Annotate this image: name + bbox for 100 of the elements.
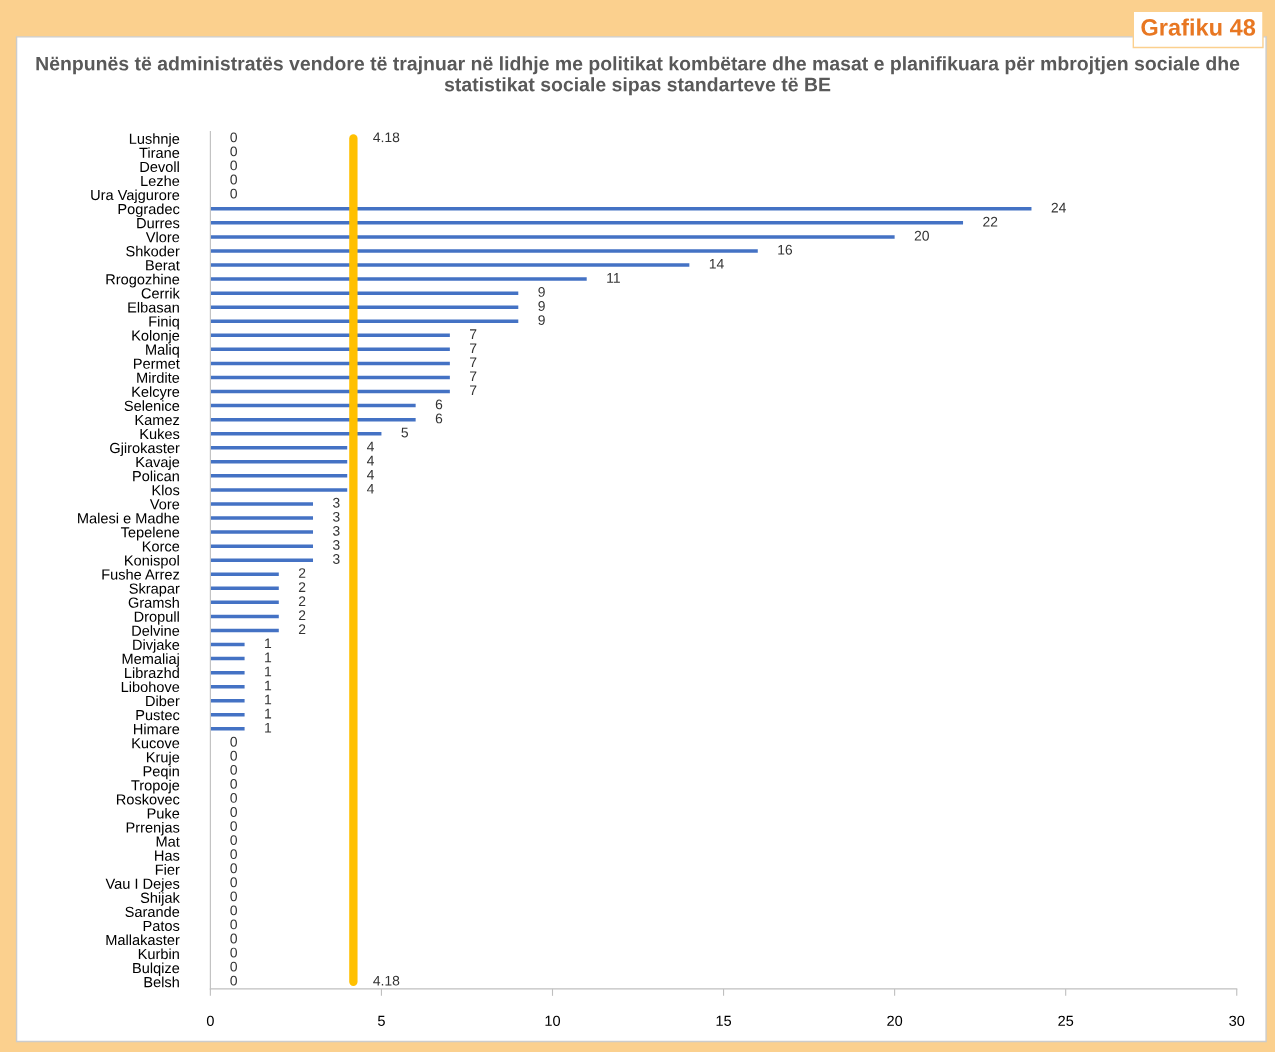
data-label: 4 bbox=[366, 469, 374, 480]
bar bbox=[210, 277, 587, 281]
data-label: 0 bbox=[230, 750, 237, 761]
data-label: 0 bbox=[230, 961, 237, 972]
data-label: 3 bbox=[332, 554, 340, 564]
y-tick-label: Kruje bbox=[146, 751, 180, 766]
y-tick-label: Maliq bbox=[146, 344, 179, 358]
data-label: 0 bbox=[230, 132, 237, 143]
y-tick-label: Diber bbox=[146, 695, 180, 707]
y-tick-label: Memaliaj bbox=[122, 653, 179, 667]
bar bbox=[210, 572, 279, 576]
bar bbox=[210, 516, 314, 520]
data-label: 0 bbox=[230, 736, 237, 747]
bar bbox=[210, 249, 758, 253]
y-tick-label: Lezhe bbox=[141, 175, 180, 187]
data-label: 0 bbox=[230, 807, 237, 817]
y-tick-label: Tepelene bbox=[120, 526, 180, 541]
bar bbox=[210, 445, 348, 450]
text: Grafiku 48 bbox=[1141, 18, 1256, 36]
y-tick-label: Mirdite bbox=[137, 372, 180, 383]
y-tick-label: Shijak bbox=[140, 892, 180, 906]
y-tick-label: Selenice bbox=[124, 400, 180, 412]
bar bbox=[210, 460, 348, 464]
data-label: 11 bbox=[607, 273, 620, 283]
y-tick-label: Permet bbox=[134, 358, 180, 369]
y-tick-label: Mat bbox=[156, 836, 180, 847]
y-tick-label: Librazhd bbox=[125, 667, 179, 679]
x-tick-label: 30 bbox=[1229, 1015, 1245, 1026]
bar bbox=[210, 558, 314, 562]
data-label: 2 bbox=[298, 582, 306, 592]
data-label: 2 bbox=[298, 624, 306, 635]
data-label: 22 bbox=[983, 216, 998, 227]
bar bbox=[210, 319, 519, 323]
y-tick-label: Pogradec bbox=[118, 203, 180, 218]
y-tick-label: Has bbox=[155, 850, 180, 861]
data-label: 0 bbox=[230, 793, 237, 803]
y-tick-label: Roskovec bbox=[116, 793, 180, 805]
y-tick-label: Gramsh bbox=[128, 597, 179, 608]
data-label: 4 bbox=[366, 483, 374, 494]
chart-title: Nënpunës të administratës vendore të trajnuar në lidhje me politikat kombëtare dhe masat e planifikuara për mbrojtjen sociale dhe statistikat sociale sipas standarteve të BE bbox=[36, 56, 1240, 96]
y-tick-label: Tirane bbox=[139, 147, 180, 159]
data-label: 2 bbox=[298, 596, 306, 606]
y-tick-label: Rrogozhine bbox=[106, 273, 180, 288]
bar bbox=[210, 221, 964, 225]
data-label: 7 bbox=[470, 343, 477, 353]
data-label: 0 bbox=[230, 849, 237, 860]
data-label: 2 bbox=[298, 568, 306, 578]
data-label: 0 bbox=[230, 821, 237, 831]
y-tick-label: Belsh bbox=[144, 976, 179, 988]
data-label: 0 bbox=[230, 188, 237, 199]
bar bbox=[210, 488, 348, 492]
y-tick-label: Pustec bbox=[136, 710, 180, 721]
y-tick-label: Devoll bbox=[140, 161, 179, 173]
data-label: 1 bbox=[265, 680, 272, 691]
data-label: 0 bbox=[230, 146, 237, 157]
data-label: 5 bbox=[401, 427, 409, 438]
data-label: 0 bbox=[230, 919, 237, 930]
data-label: 1 bbox=[265, 638, 272, 649]
x-tick-label: 15 bbox=[716, 1015, 732, 1026]
y-tick-label: Kurbin bbox=[138, 948, 179, 960]
bar bbox=[210, 207, 1032, 211]
y-tick-label: Kelcyre bbox=[132, 386, 180, 400]
y-tick-label: Kukes bbox=[140, 428, 180, 440]
y-tick-label: Gjirokaster bbox=[110, 442, 180, 457]
data-label: 7 bbox=[470, 371, 477, 382]
data-label: 3 bbox=[332, 497, 340, 508]
data-label: 0 bbox=[230, 975, 237, 986]
y-tick-label: Shkoder bbox=[126, 245, 180, 257]
bar bbox=[210, 544, 314, 548]
y-tick-label: Kavaje bbox=[136, 456, 180, 471]
bar bbox=[210, 263, 690, 267]
x-tick-label: 10 bbox=[545, 1015, 561, 1026]
data-label: 0 bbox=[230, 764, 237, 775]
x-tick-label: 0 bbox=[206, 1015, 214, 1026]
x-tick-label: 25 bbox=[1058, 1015, 1074, 1026]
data-label: 9 bbox=[538, 315, 545, 325]
y-tick-label: Fushe Arrez bbox=[102, 568, 180, 580]
y-tick-label: Polican bbox=[133, 470, 179, 482]
x-tick-label: 20 bbox=[887, 1015, 903, 1026]
data-label: 0 bbox=[230, 174, 237, 185]
y-tick-label: Lushnje bbox=[129, 133, 180, 147]
y-tick-label: Cerrik bbox=[141, 287, 180, 299]
data-label: 7 bbox=[470, 329, 477, 339]
data-label: 4 bbox=[366, 455, 374, 466]
data-label: 3 bbox=[332, 540, 340, 550]
data-label: 0 bbox=[230, 160, 237, 171]
data-label: 3 bbox=[332, 511, 340, 522]
data-label: 0 bbox=[230, 947, 237, 958]
y-tick-label: Fier bbox=[155, 864, 180, 875]
y-tick-label: Patos bbox=[143, 920, 180, 932]
data-label: 6 bbox=[435, 399, 443, 410]
data-label: 3 bbox=[332, 525, 340, 536]
data-label: 0 bbox=[230, 835, 237, 846]
y-tick-label: Sarande bbox=[125, 906, 180, 917]
data-label: 16 bbox=[778, 244, 793, 255]
bar bbox=[210, 530, 314, 534]
bar bbox=[210, 502, 314, 506]
data-label: 0 bbox=[230, 891, 237, 902]
data-label: 20 bbox=[914, 230, 929, 241]
y-tick-label: Kucove bbox=[132, 738, 180, 749]
